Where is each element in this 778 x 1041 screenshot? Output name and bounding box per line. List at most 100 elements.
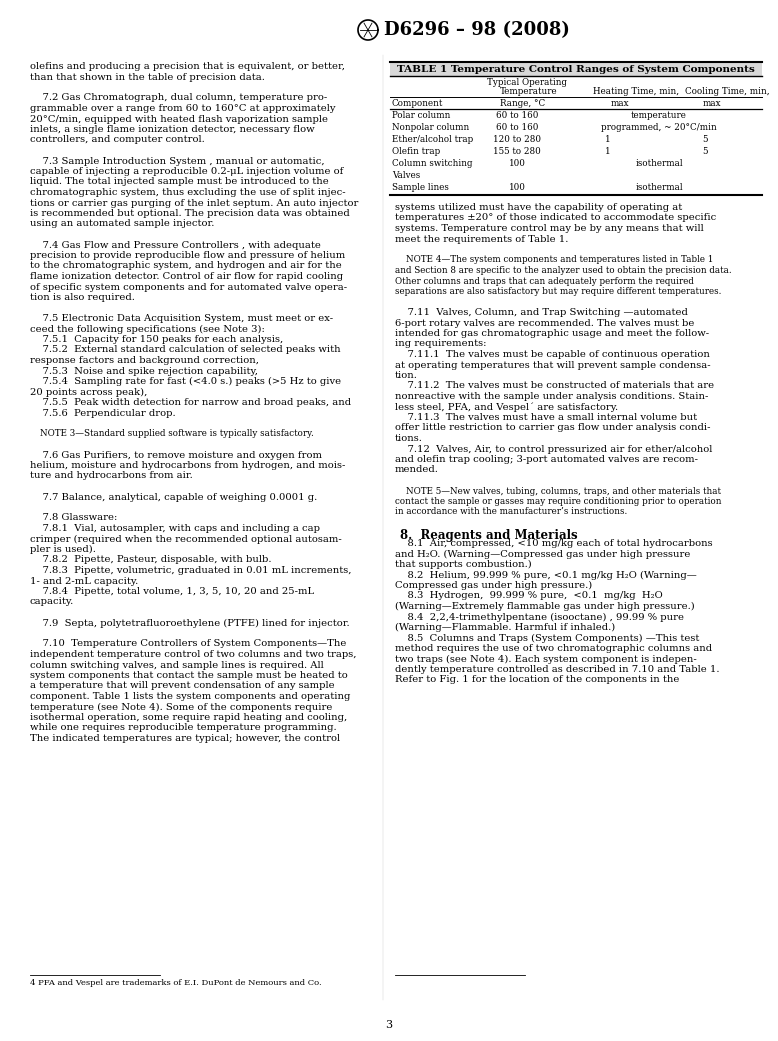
Text: 60 to 160: 60 to 160: [496, 123, 538, 132]
Text: ture and hydrocarbons from air.: ture and hydrocarbons from air.: [30, 472, 193, 481]
Text: column switching valves, and sample lines is required. All: column switching valves, and sample line…: [30, 660, 324, 669]
Text: a temperature that will prevent condensation of any sample: a temperature that will prevent condensa…: [30, 682, 335, 690]
Text: 100: 100: [509, 183, 525, 192]
Text: tions.: tions.: [395, 434, 423, 443]
Text: Valves: Valves: [392, 171, 420, 180]
Text: 5: 5: [703, 135, 708, 144]
Text: isothermal: isothermal: [635, 159, 683, 168]
Text: 8.  Reagents and Materials: 8. Reagents and Materials: [400, 529, 577, 541]
Text: precision to provide reproducible flow and pressure of helium: precision to provide reproducible flow a…: [30, 251, 345, 260]
Text: olefins and producing a precision that is equivalent, or better,: olefins and producing a precision that i…: [30, 62, 345, 71]
Text: Other columns and traps that can adequately perform the required: Other columns and traps that can adequat…: [395, 277, 694, 285]
Text: 120 to 280: 120 to 280: [493, 135, 541, 144]
Text: offer little restriction to carrier gas flow under analysis condi-: offer little restriction to carrier gas …: [395, 424, 710, 432]
Text: 7.11.3  The valves must have a small internal volume but: 7.11.3 The valves must have a small inte…: [395, 413, 697, 422]
Text: intended for gas chromatographic usage and meet the follow-: intended for gas chromatographic usage a…: [395, 329, 709, 338]
Text: 100: 100: [509, 159, 525, 168]
Text: method requires the use of two chromatographic columns and: method requires the use of two chromatog…: [395, 644, 712, 653]
Text: 7.5 Electronic Data Acquisition System, must meet or ex-: 7.5 Electronic Data Acquisition System, …: [30, 314, 333, 323]
Text: 6-port rotary valves are recommended. The valves must be: 6-port rotary valves are recommended. Th…: [395, 319, 695, 328]
Text: two traps (see Note 4). Each system component is indepen-: two traps (see Note 4). Each system comp…: [395, 655, 697, 663]
Text: ing requirements:: ing requirements:: [395, 339, 486, 349]
Text: and H₂O. (Warning—Compressed gas under high pressure: and H₂O. (Warning—Compressed gas under h…: [395, 550, 690, 559]
Text: Column switching: Column switching: [392, 159, 472, 168]
Text: Ether/alcohol trap: Ether/alcohol trap: [392, 135, 473, 144]
Text: 7.5.2  External standard calculation of selected peaks with: 7.5.2 External standard calculation of s…: [30, 346, 341, 355]
Text: capable of injecting a reproducible 0.2-μL injection volume of: capable of injecting a reproducible 0.2-…: [30, 167, 343, 176]
Text: less steel, PFA, and Vespel´ are satisfactory.: less steel, PFA, and Vespel´ are satisfa…: [395, 403, 619, 412]
Text: 20 points across peak),: 20 points across peak),: [30, 387, 147, 397]
Text: ceed the following specifications (see Note 3):: ceed the following specifications (see N…: [30, 325, 265, 333]
Text: mended.: mended.: [395, 465, 439, 475]
Text: while one requires reproducible temperature programming.: while one requires reproducible temperat…: [30, 723, 337, 733]
Text: 60 to 160: 60 to 160: [496, 111, 538, 120]
Text: Refer to Fig. 1 for the location of the components in the: Refer to Fig. 1 for the location of the …: [395, 676, 679, 685]
Text: grammable over a range from 60 to 160°C at approximately: grammable over a range from 60 to 160°C …: [30, 104, 335, 113]
Text: inlets, a single flame ionization detector, necessary flow: inlets, a single flame ionization detect…: [30, 125, 314, 134]
Text: to the chromatographic system, and hydrogen and air for the: to the chromatographic system, and hydro…: [30, 261, 342, 271]
Text: 7.5.6  Perpendicular drop.: 7.5.6 Perpendicular drop.: [30, 408, 176, 417]
Text: temperatures ±20° of those indicated to accommodate specific: temperatures ±20° of those indicated to …: [395, 213, 717, 223]
Text: 7.8.4  Pipette, total volume, 1, 3, 5, 10, 20 and 25-mL: 7.8.4 Pipette, total volume, 1, 3, 5, 10…: [30, 587, 314, 596]
Text: crimper (required when the recommended optional autosam-: crimper (required when the recommended o…: [30, 534, 342, 543]
Text: of specific system components and for automated valve opera-: of specific system components and for au…: [30, 282, 347, 291]
Text: liquid. The total injected sample must be introduced to the: liquid. The total injected sample must b…: [30, 178, 329, 186]
Text: 7.5.1  Capacity for 150 peaks for each analysis,: 7.5.1 Capacity for 150 peaks for each an…: [30, 335, 283, 344]
Text: 7.5.5  Peak width detection for narrow and broad peaks, and: 7.5.5 Peak width detection for narrow an…: [30, 398, 351, 407]
Text: Nonpolar column: Nonpolar column: [392, 123, 469, 132]
Text: systems utilized must have the capability of operating at: systems utilized must have the capabilit…: [395, 203, 682, 212]
Text: helium, moisture and hydrocarbons from hydrogen, and mois-: helium, moisture and hydrocarbons from h…: [30, 461, 345, 469]
Text: flame ionization detector. Control of air flow for rapid cooling: flame ionization detector. Control of ai…: [30, 272, 343, 281]
Text: 155 to 280: 155 to 280: [493, 147, 541, 156]
Text: Cooling Time, min,: Cooling Time, min,: [685, 87, 769, 96]
Text: 7.5.3  Noise and spike rejection capability,: 7.5.3 Noise and spike rejection capabili…: [30, 366, 258, 376]
Text: separations are also satisfactory but may require different temperatures.: separations are also satisfactory but ma…: [395, 287, 721, 296]
Text: and Section 8 are specific to the analyzer used to obtain the precision data.: and Section 8 are specific to the analyz…: [395, 266, 731, 275]
Text: Sample lines: Sample lines: [392, 183, 449, 192]
Text: 7.6 Gas Purifiers, to remove moisture and oxygen from: 7.6 Gas Purifiers, to remove moisture an…: [30, 451, 322, 459]
Text: that supports combustion.): that supports combustion.): [395, 560, 531, 569]
Text: max: max: [611, 99, 629, 108]
Text: than that shown in the table of precision data.: than that shown in the table of precisio…: [30, 73, 265, 81]
Text: is recommended but optional. The precision data was obtained: is recommended but optional. The precisi…: [30, 209, 350, 218]
Text: 7.8.2  Pipette, Pasteur, disposable, with bulb.: 7.8.2 Pipette, Pasteur, disposable, with…: [30, 556, 272, 564]
Text: tion is also required.: tion is also required.: [30, 293, 135, 302]
Text: 7.2 Gas Chromatograph, dual column, temperature pro-: 7.2 Gas Chromatograph, dual column, temp…: [30, 94, 328, 102]
Text: Compressed gas under high pressure.): Compressed gas under high pressure.): [395, 581, 592, 590]
Text: 7.12  Valves, Air, to control pressurized air for ether/alcohol: 7.12 Valves, Air, to control pressurized…: [395, 445, 713, 454]
Text: isothermal: isothermal: [635, 183, 683, 192]
Text: 7.8.1  Vial, autosampler, with caps and including a cap: 7.8.1 Vial, autosampler, with caps and i…: [30, 524, 320, 533]
Text: max: max: [703, 99, 721, 108]
Text: NOTE 4—The system components and temperatures listed in Table 1: NOTE 4—The system components and tempera…: [395, 255, 713, 264]
Text: system components that contact the sample must be heated to: system components that contact the sampl…: [30, 671, 348, 680]
Text: capacity.: capacity.: [30, 598, 74, 607]
Text: in accordance with the manufacturer’s instructions.: in accordance with the manufacturer’s in…: [395, 508, 627, 516]
Text: pler is used).: pler is used).: [30, 545, 96, 554]
Text: Component: Component: [392, 99, 443, 108]
Text: component. Table 1 lists the system components and operating: component. Table 1 lists the system comp…: [30, 692, 350, 701]
Text: systems. Temperature control may be by any means that will: systems. Temperature control may be by a…: [395, 224, 704, 233]
Text: and olefin trap cooling; 3-port automated valves are recom-: and olefin trap cooling; 3-port automate…: [395, 455, 698, 464]
Text: 7.11.1  The valves must be capable of continuous operation: 7.11.1 The valves must be capable of con…: [395, 350, 710, 359]
Text: 7.8.3  Pipette, volumetric, graduated in 0.01 mL increments,: 7.8.3 Pipette, volumetric, graduated in …: [30, 566, 352, 575]
Text: response factors and background correction,: response factors and background correcti…: [30, 356, 259, 365]
Text: dently temperature controlled as described in 7.10 and Table 1.: dently temperature controlled as describ…: [395, 665, 720, 674]
Text: (Warning—Flammable. Harmful if inhaled.): (Warning—Flammable. Harmful if inhaled.): [395, 623, 615, 632]
Text: controllers, and computer control.: controllers, and computer control.: [30, 135, 205, 145]
Text: TABLE 1 Temperature Control Ranges of System Components: TABLE 1 Temperature Control Ranges of Sy…: [397, 65, 755, 74]
Text: 7.3 Sample Introduction System , manual or automatic,: 7.3 Sample Introduction System , manual …: [30, 156, 324, 166]
Text: Polar column: Polar column: [392, 111, 450, 120]
Text: meet the requirements of Table 1.: meet the requirements of Table 1.: [395, 234, 569, 244]
Text: 1- and 2-mL capacity.: 1- and 2-mL capacity.: [30, 577, 138, 585]
Text: 7.11  Valves, Column, and Trap Switching —automated: 7.11 Valves, Column, and Trap Switching …: [395, 308, 688, 318]
Text: 7.11.2  The valves must be constructed of materials that are: 7.11.2 The valves must be constructed of…: [395, 381, 714, 390]
Text: isothermal operation, some require rapid heating and cooling,: isothermal operation, some require rapid…: [30, 713, 347, 722]
Text: 8.2  Helium, 99.999 % pure, <0.1 mg/kg H₂O (Warning—: 8.2 Helium, 99.999 % pure, <0.1 mg/kg H₂…: [395, 570, 697, 580]
Text: 7.5.4  Sampling rate for fast (<4.0 s.) peaks (>5 Hz to give: 7.5.4 Sampling rate for fast (<4.0 s.) p…: [30, 377, 341, 386]
Text: 5: 5: [703, 147, 708, 156]
Text: D6296 – 98 (2008): D6296 – 98 (2008): [384, 21, 569, 39]
Text: 4 PFA and Vespel are trademarks of E.I. DuPont de Nemours and Co.: 4 PFA and Vespel are trademarks of E.I. …: [30, 979, 321, 987]
Text: independent temperature control of two columns and two traps,: independent temperature control of two c…: [30, 650, 356, 659]
Text: Typical Operating: Typical Operating: [487, 78, 567, 87]
Text: Temperature: Temperature: [500, 87, 558, 96]
